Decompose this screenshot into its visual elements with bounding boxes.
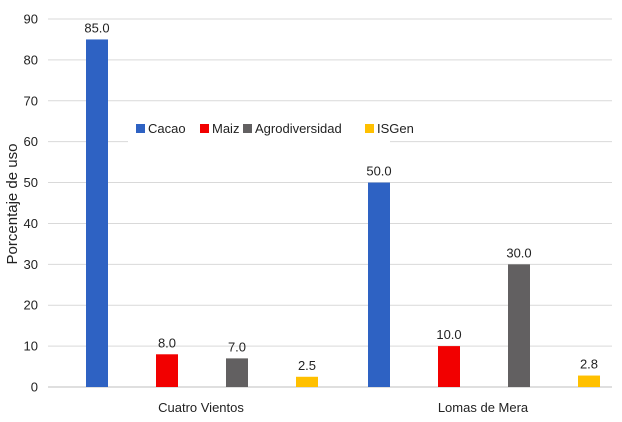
y-tick-label: 60 (24, 134, 38, 149)
y-tick-label: 10 (24, 339, 38, 354)
data-label: 8.0 (158, 335, 176, 350)
y-tick-label: 20 (24, 298, 38, 313)
bar-maiz (438, 346, 460, 387)
legend-swatch (136, 124, 145, 133)
bar-agrodiversidad (508, 264, 530, 387)
data-label: 30.0 (506, 245, 531, 260)
data-label: 2.8 (580, 357, 598, 372)
bar-cacao (86, 39, 108, 387)
y-tick-label: 90 (24, 12, 38, 27)
x-category-label: Lomas de Mera (438, 400, 529, 415)
legend: Cacao Maiz Agrodiversidad ISGen (128, 114, 414, 144)
legend-background (128, 114, 390, 144)
legend-label: ISGen (377, 121, 414, 136)
data-label: 7.0 (228, 339, 246, 354)
data-label: 10.0 (436, 327, 461, 342)
bar-isgen (296, 376, 318, 387)
legend-swatch (243, 124, 252, 133)
data-label: 50.0 (366, 164, 391, 179)
y-tick-label: 80 (24, 52, 38, 67)
y-tick-label: 40 (24, 216, 38, 231)
bar-isgen (578, 375, 600, 387)
x-axis-categories: Cuatro Vientos Lomas de Mera (158, 400, 529, 415)
y-tick-label: 0 (31, 380, 38, 395)
y-axis-label: Porcentaje de uso (4, 144, 21, 265)
legend-label: Agrodiversidad (255, 121, 342, 136)
legend-label: Maiz (212, 121, 239, 136)
data-label: 85.0 (84, 20, 109, 35)
bar-agrodiversidad (226, 358, 248, 387)
x-category-label: Cuatro Vientos (158, 400, 244, 415)
bar-cacao (368, 182, 390, 387)
legend-swatch (200, 124, 209, 133)
y-tick-label: 50 (24, 175, 38, 190)
legend-swatch (365, 124, 374, 133)
y-tick-label: 70 (24, 93, 38, 108)
y-tick-label: 30 (24, 257, 38, 272)
y-axis-ticks: 0 10 20 30 40 50 60 70 80 90 (24, 12, 38, 395)
bars: 85.0 8.0 7.0 2.5 50.0 10.0 30.0 2.8 (84, 20, 600, 387)
bar-maiz (156, 354, 178, 387)
data-label: 2.5 (298, 358, 316, 373)
legend-label: Cacao (148, 121, 186, 136)
